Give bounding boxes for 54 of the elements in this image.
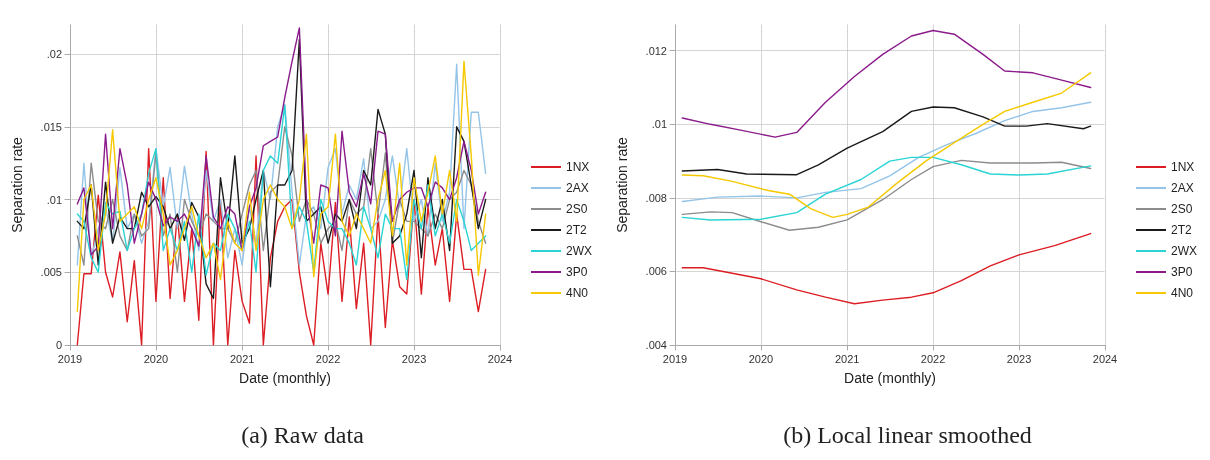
line-series: [76, 147, 487, 346]
legend-label: 2T2: [1171, 223, 1192, 237]
legend-label: 2AX: [566, 181, 589, 195]
y-tick-label: .012: [645, 44, 667, 57]
line-series: [681, 232, 1092, 305]
x-tick-label: 2023: [1006, 352, 1032, 365]
legend-label: 2S0: [566, 202, 588, 216]
legend-label: 1NX: [566, 160, 590, 174]
legend-label: 3P0: [566, 265, 588, 279]
legend-label: 2T2: [566, 223, 587, 237]
y-axis-title: Separation rate: [614, 136, 630, 233]
y-tick-label: .006: [645, 265, 667, 278]
x-tick-label: 2024: [487, 352, 513, 365]
legend-label: 2WX: [566, 244, 593, 258]
line-series: [76, 126, 487, 273]
x-axis-title: Date (monthly): [239, 370, 331, 386]
y-axis-title: Separation rate: [9, 136, 25, 233]
text: (a) Raw data: [241, 422, 365, 448]
x-tick-label: 2021: [229, 352, 255, 365]
legend-label: 1NX: [1171, 160, 1195, 174]
legend-label: 4N0: [566, 286, 589, 300]
x-tick-label: 2019: [662, 352, 688, 365]
y-tick-label: .02: [46, 48, 62, 61]
line-series: [681, 106, 1092, 176]
y-tick-label: .004: [645, 339, 667, 351]
y-tick-label: .005: [40, 266, 62, 279]
line-series: [681, 29, 1092, 138]
line-series: [76, 63, 487, 266]
x-tick-label: 2022: [920, 352, 946, 365]
line-series: [76, 27, 487, 256]
y-tick-label: .01: [651, 118, 667, 131]
y-tick-label: .015: [40, 120, 62, 133]
line-series: [681, 156, 1092, 221]
y-tick-label: 0: [55, 339, 62, 351]
legend-label: 2S0: [1171, 202, 1193, 216]
line-series: [681, 159, 1092, 231]
x-axis-title: Date (monthly): [844, 370, 936, 386]
x-tick-label: 2020: [748, 352, 774, 365]
legend-label: 4N0: [1171, 286, 1194, 300]
x-tick-label: 2023: [401, 352, 427, 365]
line-series: [681, 72, 1092, 219]
legend-label: 3P0: [1171, 265, 1193, 279]
y-tick-label: .008: [645, 191, 667, 204]
legend-label: 2AX: [1171, 181, 1194, 195]
x-tick-label: 2019: [57, 352, 83, 365]
line-series: [681, 101, 1092, 203]
line-series: [76, 104, 487, 281]
x-tick-label: 2022: [315, 352, 341, 365]
x-tick-label: 2021: [834, 352, 860, 365]
y-tick-label: .01: [46, 193, 62, 206]
x-tick-label: 2020: [143, 352, 169, 365]
text: (b) Local linear smoothed: [783, 422, 1032, 448]
x-tick-label: 2024: [1092, 352, 1118, 365]
legend-label: 2WX: [1171, 244, 1198, 258]
